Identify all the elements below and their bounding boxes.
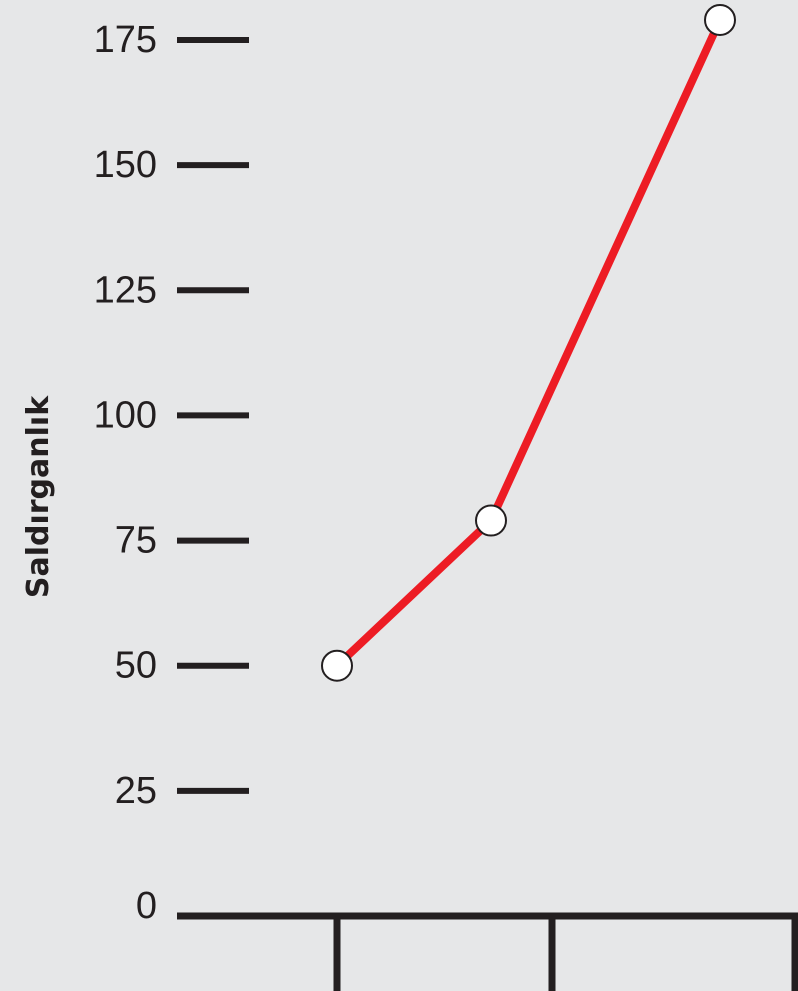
data-point bbox=[475, 504, 507, 537]
y-tick-label: 75 bbox=[115, 520, 157, 562]
data-points bbox=[321, 3, 736, 682]
y-axis-ticks: 0 25 50 75 100 125 150 175 bbox=[94, 19, 249, 927]
series-line bbox=[333, 15, 724, 670]
y-tick-label: 150 bbox=[94, 144, 157, 186]
x-axis-ticks bbox=[333, 916, 798, 991]
y-tick-label: 25 bbox=[115, 770, 157, 812]
y-tick-label: 0 bbox=[136, 885, 157, 927]
y-tick-label: 175 bbox=[94, 19, 157, 61]
data-point bbox=[704, 3, 736, 36]
data-point bbox=[321, 649, 353, 682]
y-tick-label: 50 bbox=[115, 645, 157, 687]
y-tick-label: 125 bbox=[94, 269, 157, 311]
y-tick-label: 100 bbox=[94, 394, 157, 436]
y-axis-label: Saldırganlık bbox=[21, 395, 56, 598]
